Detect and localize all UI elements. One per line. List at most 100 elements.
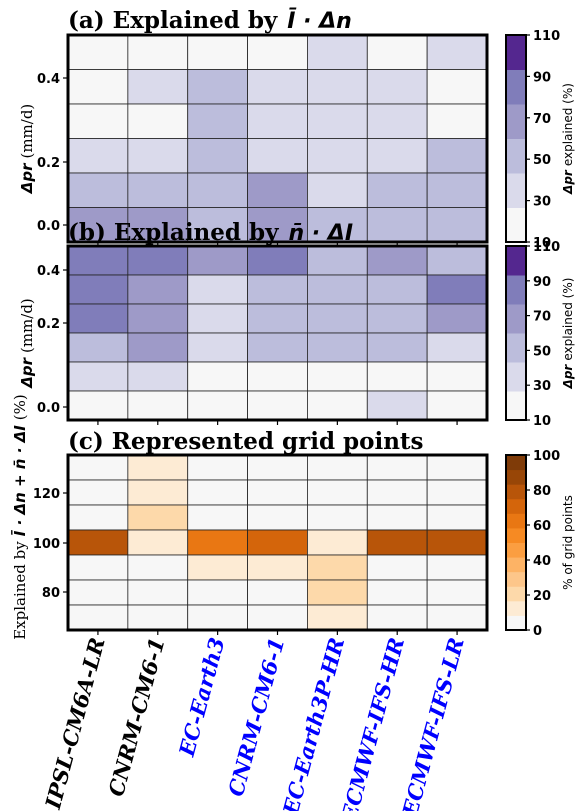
heatmap-cell xyxy=(247,138,308,174)
colorbar-label: % of grid points xyxy=(561,495,575,590)
heatmap-cell xyxy=(366,34,428,70)
panel-title-text: (b) Explained by xyxy=(68,219,279,246)
colorbar-label-math: Δpr xyxy=(561,364,575,390)
heatmap-cell xyxy=(247,390,308,421)
colorbar-swatch xyxy=(506,600,526,616)
heatmap-cell xyxy=(366,332,428,363)
colorbar-b: 10 30 50 70 90 110 Δpr explained (%) xyxy=(505,240,575,429)
y-axis-label: Explained by Ī · Δn + n̄ · ΔI (%) xyxy=(9,394,29,640)
colorbar-label-text: % of grid points xyxy=(561,495,575,590)
colorbar-tick-label: 50 xyxy=(533,344,551,359)
heatmap-cell xyxy=(127,554,189,581)
heatmap-cell xyxy=(187,604,248,631)
heatmap-cell xyxy=(127,604,189,631)
heatmap-cell xyxy=(366,390,428,421)
heatmap-cell xyxy=(127,332,189,363)
heatmap-cell xyxy=(366,69,428,105)
heatmap-cell xyxy=(187,207,248,243)
colorbar-swatch xyxy=(506,333,526,363)
heatmap-cell xyxy=(67,34,129,70)
heatmap-cell xyxy=(127,579,189,606)
heatmap-cell xyxy=(67,554,129,581)
y-tick-label: 0.2 xyxy=(37,317,60,332)
heatmap-cell xyxy=(247,332,308,363)
colorbar-tick-label: 110 xyxy=(533,240,560,255)
heatmap-cell xyxy=(67,454,129,481)
heatmap-cell xyxy=(307,529,368,556)
heatmap-cell xyxy=(127,504,189,531)
colorbar-tick-label: 40 xyxy=(533,554,551,569)
y-axis-label-math: Δpr xyxy=(18,356,36,388)
heatmap-cell xyxy=(247,274,308,305)
heatmap-cell xyxy=(67,604,129,631)
heatmap-cell xyxy=(67,138,129,174)
heatmap-cell xyxy=(67,172,129,208)
heatmap-cell xyxy=(307,274,368,305)
y-axis-label-unit: (%) xyxy=(11,394,29,420)
heatmap-cell xyxy=(127,207,189,243)
colorbar-label-text: explained (%) xyxy=(561,83,575,166)
colorbar-tick-label: 80 xyxy=(533,484,551,499)
heatmap-cell xyxy=(67,207,129,243)
colorbar-swatch xyxy=(506,207,526,243)
colorbar-swatch xyxy=(506,35,526,70)
heatmap-cell xyxy=(67,69,129,105)
heatmap-cell xyxy=(366,274,428,305)
x-tick-label: EC-Earth3P-HR xyxy=(278,635,350,811)
heatmap-cell xyxy=(187,361,248,392)
heatmap-cell xyxy=(307,579,368,606)
colorbar-swatch xyxy=(506,69,526,105)
colorbar-tick-label: 110 xyxy=(533,29,560,44)
heatmap-cell xyxy=(426,172,488,208)
heatmap-cell xyxy=(247,454,308,481)
heatmap-cell xyxy=(366,303,428,334)
heatmap-cell xyxy=(426,361,488,392)
heatmap-cell xyxy=(366,138,428,174)
heatmap-cell xyxy=(366,479,428,506)
heatmap-cell xyxy=(426,34,488,70)
heatmap-cell xyxy=(127,34,189,70)
heatmap-cell xyxy=(187,274,248,305)
heatmap-cell xyxy=(187,172,248,208)
heatmap-cell xyxy=(67,303,129,334)
colorbar-swatch xyxy=(506,362,526,392)
panel-title-text: (a) Explained by xyxy=(68,7,278,34)
panel-c: 80 100 120 (c) Represented grid points Expla… xyxy=(9,394,489,640)
heatmap-cell xyxy=(127,454,189,481)
heatmap-cell xyxy=(426,554,488,581)
panel-b: 0.0 0.2 0.4 (b) Explained by n̄ · ΔI Δpr (mm/d… xyxy=(18,219,489,425)
panel-title: (a) Explained by Ī · Δn xyxy=(68,7,352,34)
colorbar-frame xyxy=(505,454,527,631)
heatmap-cell xyxy=(307,245,368,276)
colorbar-tick-label: 30 xyxy=(533,195,551,210)
heatmap-cell xyxy=(187,390,248,421)
colorbar-swatch xyxy=(506,173,526,208)
heatmap-cell xyxy=(67,479,129,506)
heatmap-cell xyxy=(307,34,368,70)
heatmap-cell xyxy=(247,245,308,276)
heatmap-cell xyxy=(307,554,368,581)
colorbar-swatch xyxy=(506,586,526,602)
colorbar-tick-label: 70 xyxy=(533,310,551,325)
heatmap-cell xyxy=(307,332,368,363)
heatmap-cell xyxy=(127,138,189,174)
y-tick-label: 0.4 xyxy=(37,264,60,279)
heatmap-cell xyxy=(307,479,368,506)
colorbar-tick-label: 20 xyxy=(533,589,551,604)
heatmap-cell xyxy=(426,274,488,305)
heatmap-cell xyxy=(187,454,248,481)
y-tick-label: 80 xyxy=(42,586,60,601)
heatmap-cell xyxy=(247,69,308,105)
heatmap-cell xyxy=(426,579,488,606)
colorbar-a: 10 30 50 70 90 110 Δpr explained (%) xyxy=(505,29,575,251)
heatmap-cell xyxy=(307,103,368,139)
y-axis-label: Δpr (mm/d) xyxy=(18,298,36,389)
heatmap-cell xyxy=(366,245,428,276)
colorbar-label-text: explained (%) xyxy=(561,278,575,361)
heatmap-cell xyxy=(247,479,308,506)
colorbar-tick-label: 10 xyxy=(533,414,551,429)
x-tick-label: IPSL-CM6A-LR xyxy=(40,635,110,811)
heatmap-cell xyxy=(247,34,308,70)
colorbar-swatch xyxy=(506,304,526,334)
heatmap-cell xyxy=(247,504,308,531)
